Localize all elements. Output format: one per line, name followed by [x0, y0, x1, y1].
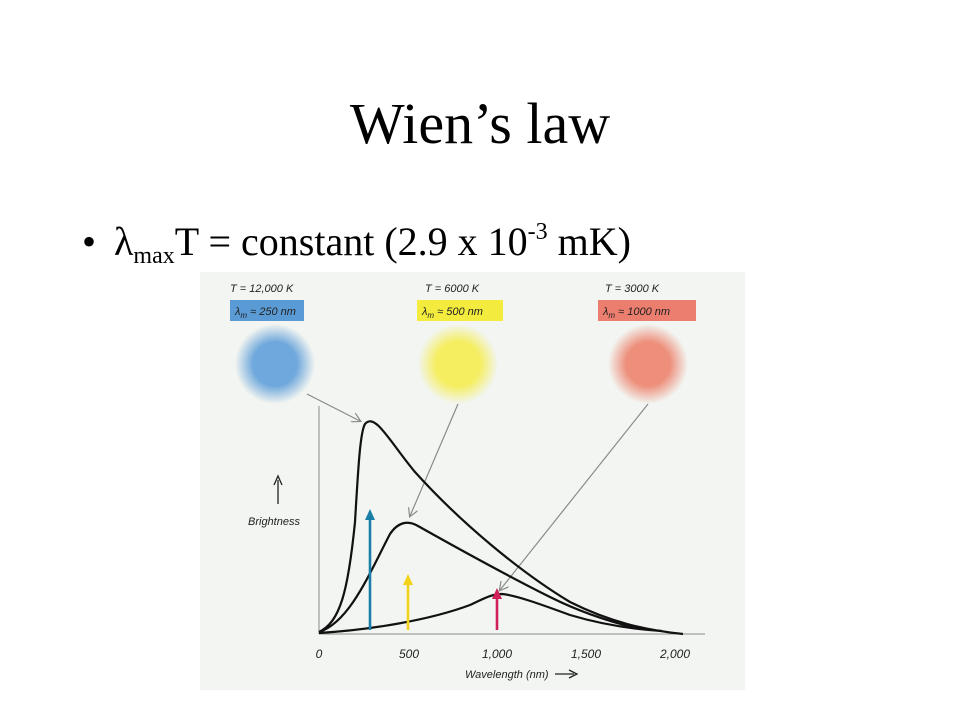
peak-marker-red-arrowhead-icon [492, 588, 502, 599]
star-blue-disc [235, 324, 315, 404]
peak-marker-blue-arrowhead-icon [365, 509, 375, 520]
star-red-peak: λm ≈ 1000 nm [602, 306, 670, 320]
star-red-peak-box [598, 300, 696, 321]
x-tick-2000: 2,000 [659, 647, 690, 661]
equation-text: T = constant (2.9 x 10 [174, 219, 528, 264]
x-tick-0: 0 [316, 647, 323, 661]
star-yellow-temp: T = 6000 K [425, 283, 480, 295]
star-blue-peak: λm ≈ 250 nm [234, 306, 296, 320]
star-blue-peak-box [230, 300, 304, 321]
star-yellow-peak: λm ≈ 500 nm [421, 306, 483, 320]
pointer-arrow-blue [306, 393, 360, 421]
x-tick-1000: 1,000 [482, 647, 512, 661]
curve-3000k [318, 592, 663, 635]
pointer-arrow-red [500, 403, 649, 590]
peak-marker-yellow-arrowhead-icon [403, 574, 413, 585]
wien-law-bullet: • λmaxT = constant (2.9 x 10-3 mK) [82, 218, 631, 270]
blackbody-figure: T = 12,000 K λm ≈ 250 nm T = 6000 K λm ≈… [200, 272, 745, 690]
bullet-dot: • [82, 219, 97, 264]
slide-title: Wien’s law [349, 91, 611, 156]
pointer-arrow-yellow [410, 403, 459, 516]
curve-12000k [318, 420, 684, 636]
x-tick-1500: 1,500 [571, 647, 601, 661]
curve-6000k [318, 521, 641, 634]
x-axis-label: Wavelength (nm) [465, 669, 549, 681]
star-red-disc [608, 324, 688, 404]
star-yellow-disc [418, 324, 498, 404]
lambda-subscript: max [133, 243, 175, 269]
brightness-up-arrow-icon [273, 474, 283, 486]
y-axis-label: Brightness [248, 516, 300, 528]
star-blue-temp: T = 12,000 K [230, 283, 294, 295]
wavelength-right-arrow-icon [568, 669, 579, 679]
blackbody-plot: T = 12,000 K λm ≈ 250 nm T = 6000 K λm ≈… [230, 283, 705, 681]
star-red-temp: T = 3000 K [605, 283, 660, 295]
equation-units: mK) [547, 219, 631, 264]
exponent: -3 [527, 219, 548, 245]
star-yellow-peak-box [417, 300, 503, 321]
lambda-symbol: λ [114, 219, 134, 264]
x-tick-500: 500 [399, 647, 419, 661]
